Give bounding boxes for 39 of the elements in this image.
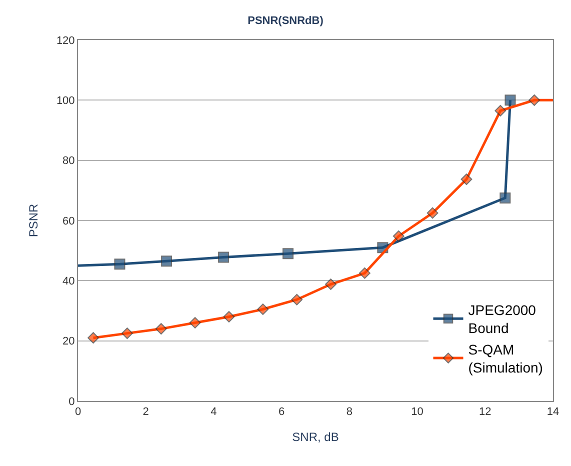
point [189,317,201,328]
point [500,192,511,204]
point [155,323,167,334]
x-tick-label: 6 [278,406,285,418]
point [218,252,230,263]
point [359,267,370,279]
x-tick-label: 2 [142,406,149,418]
y-tick-label: 100 [56,95,75,108]
y-tick-label: 20 [62,336,75,348]
x-tick-label: 14 [546,406,560,418]
point [494,105,506,116]
point [223,311,235,322]
y-axis-title: PSNR [26,204,41,238]
point [122,328,133,340]
y-tick-label: 40 [62,276,75,288]
point [426,207,438,219]
point [161,256,172,267]
x-tick-label: 12 [479,406,492,418]
point [504,94,516,106]
x-tick-label: 4 [210,406,217,418]
y-tick-label: 0 [68,396,75,408]
point [291,294,303,306]
legend-label: JPEG2000 Bound [468,302,536,336]
point [460,174,472,185]
point [257,304,269,315]
y-tick-label: 120 [56,34,75,47]
x-tick-label: 10 [411,406,424,418]
y-tick-label: 80 [62,155,75,168]
point [325,278,336,290]
point [282,248,294,260]
point [88,332,99,344]
x-tick-label: 8 [346,406,352,418]
point [392,230,404,242]
chart-title: PSNR(SNRdB) [248,15,324,28]
x-axis-title: SNR, dB [292,430,339,444]
point [114,258,126,270]
y-tick-label: 60 [62,215,75,228]
legend-label: S-QAM (Simulation) [468,341,543,376]
point [528,94,540,106]
